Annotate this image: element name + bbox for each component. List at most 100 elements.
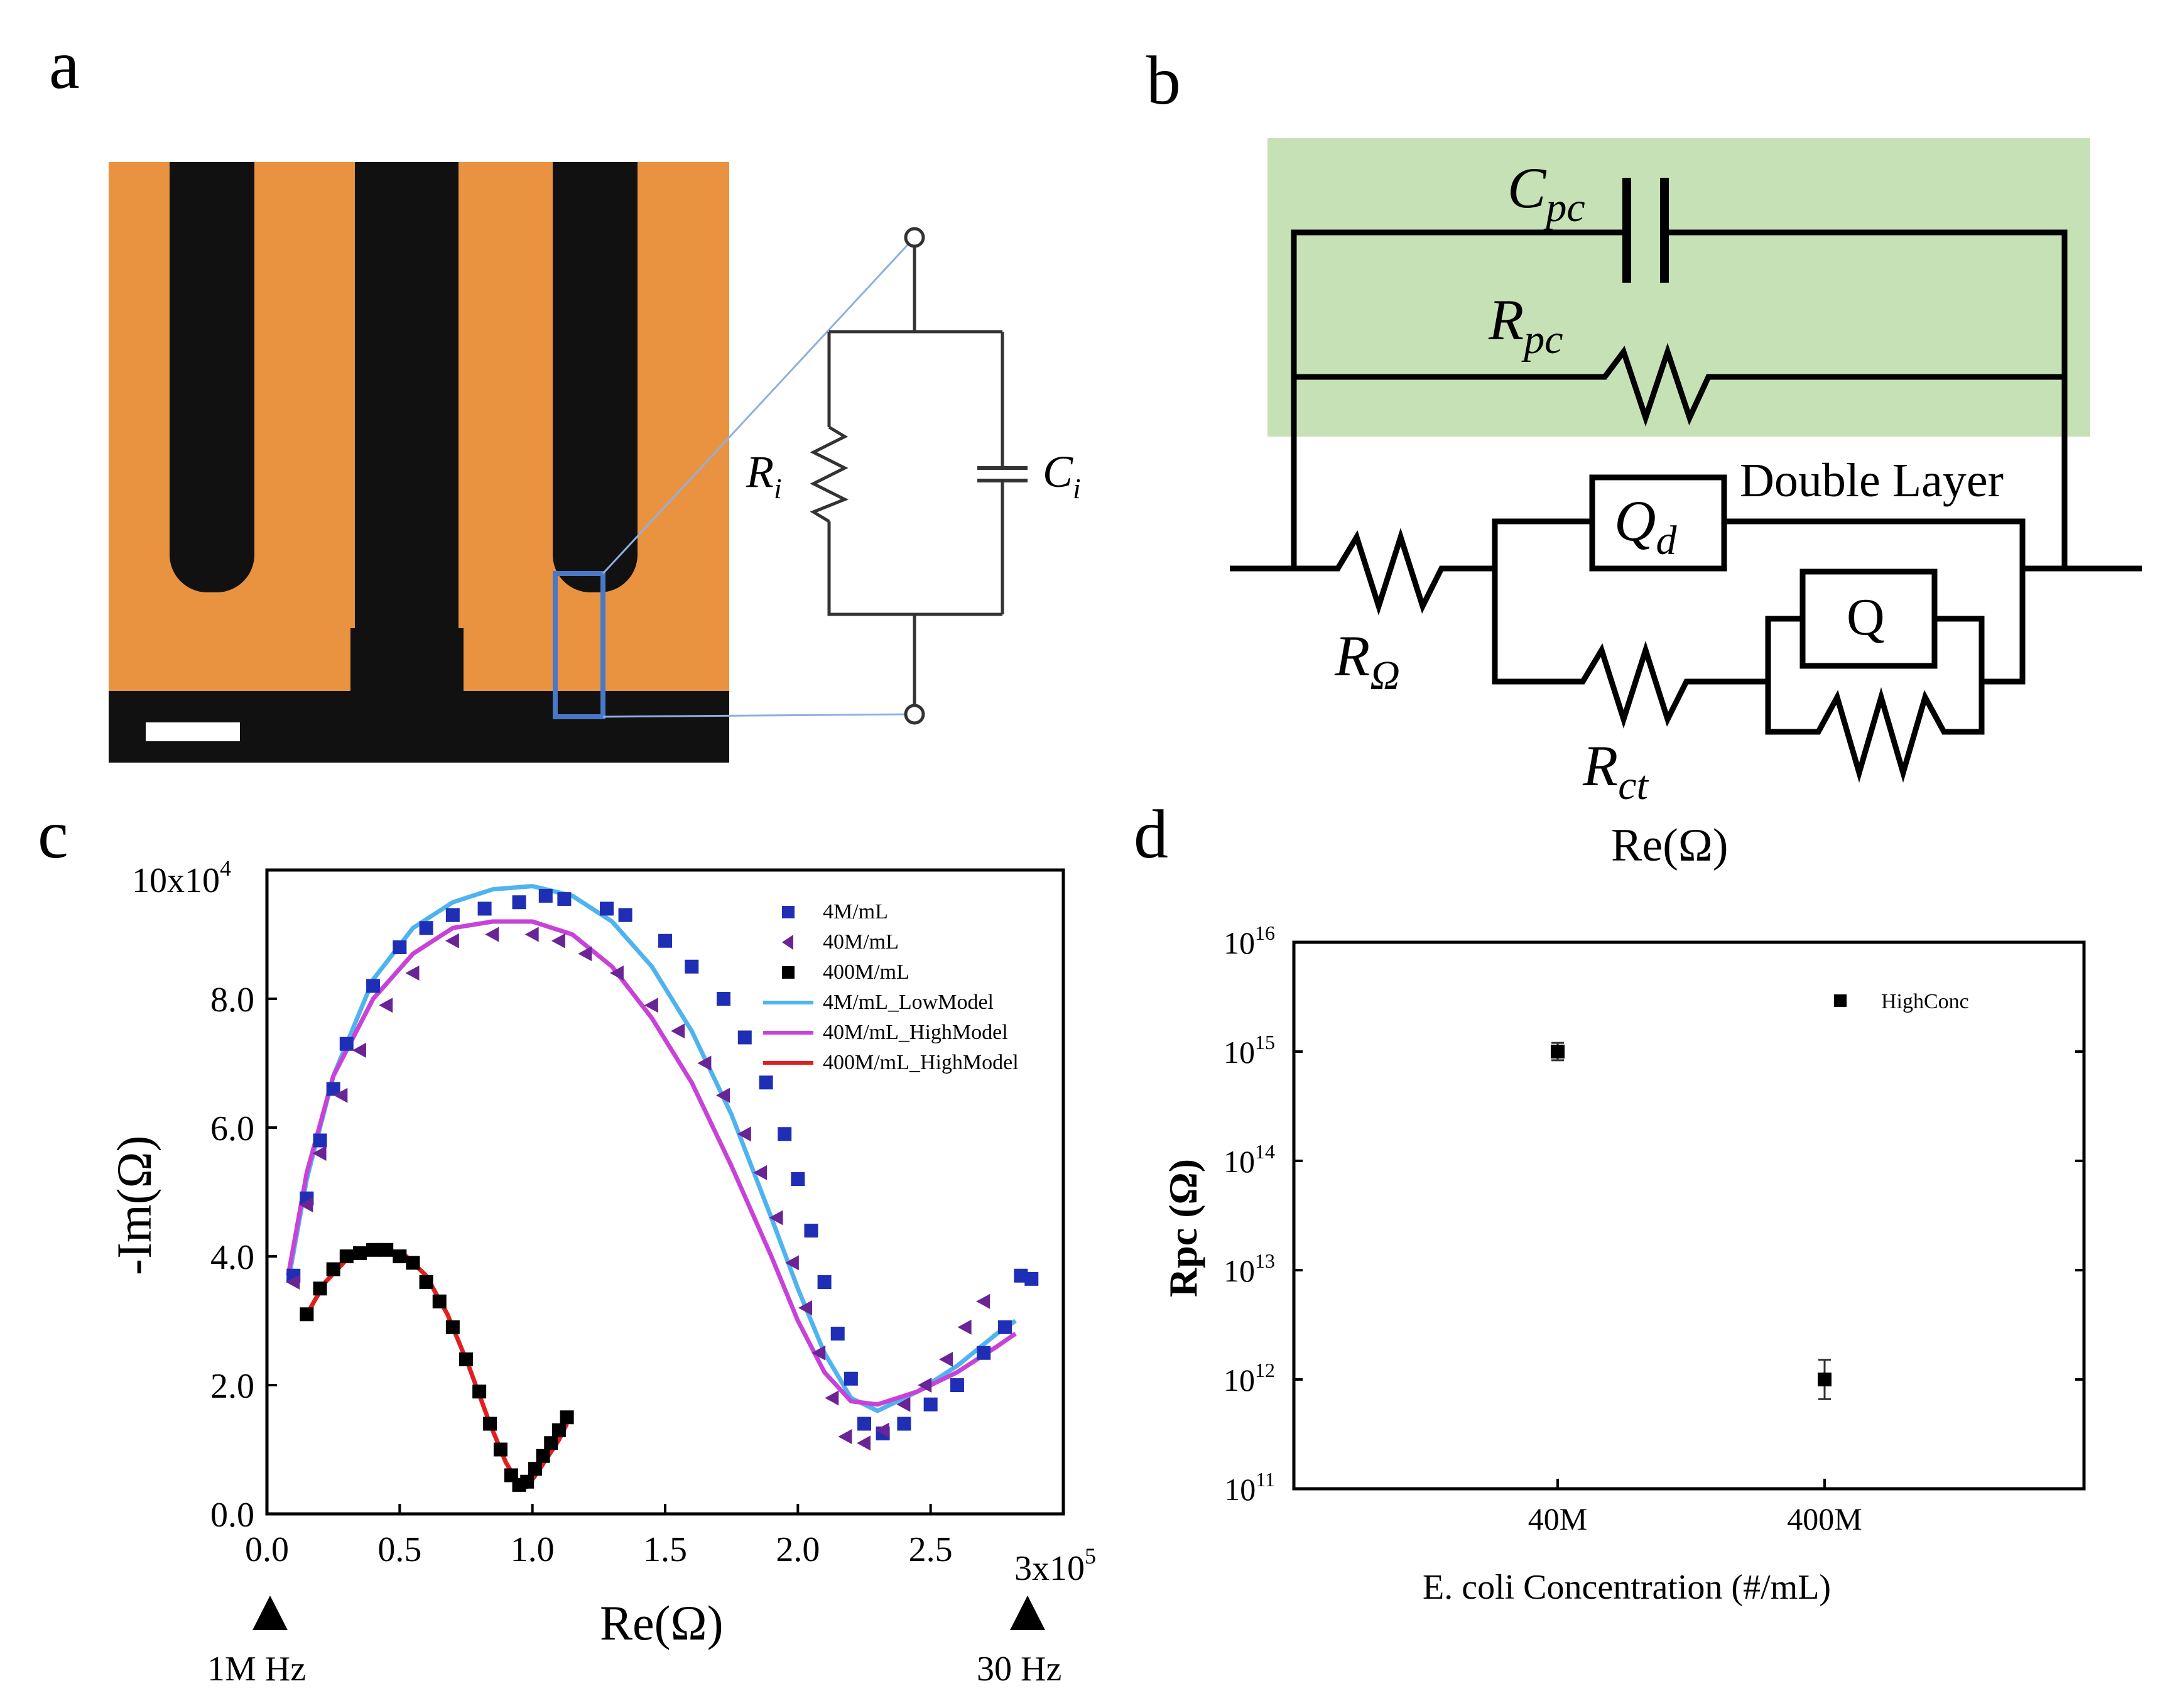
- legend-label: 4M/mL_LowModel: [823, 991, 994, 1014]
- y-tick-label: 1011: [1224, 1468, 1275, 1507]
- y-tick-label: 1012: [1224, 1359, 1275, 1398]
- data-point: [312, 1146, 327, 1161]
- data-point: [544, 1436, 558, 1450]
- legend-label: 40M/mL_HighModel: [823, 1021, 1008, 1044]
- panel-d-letter: d: [1134, 796, 1168, 873]
- freq-marker-low-triangle: [1010, 1596, 1045, 1630]
- label-rpc: Rpc: [1488, 288, 1563, 362]
- data-point: [477, 901, 492, 916]
- scale-bar: [146, 722, 240, 741]
- data-point: [339, 1249, 354, 1263]
- data-point: [753, 1165, 768, 1180]
- legend-label: 40M/mL: [823, 930, 899, 954]
- zoom-box: [553, 571, 605, 719]
- data-point: [600, 901, 614, 916]
- chart-d-frame: [1292, 940, 2086, 1491]
- chart-d-series: [1551, 1042, 1832, 1400]
- data-point: [520, 1474, 535, 1489]
- data-point: [313, 1281, 327, 1296]
- legend-label: 400M/mL_HighModel: [823, 1051, 1019, 1074]
- data-point: [339, 1036, 354, 1051]
- data-point: [923, 1397, 938, 1412]
- legend-label: HighConc: [1881, 990, 1969, 1013]
- data-point: [1818, 1373, 1832, 1386]
- data-point: [493, 1442, 507, 1457]
- data-point: [551, 933, 565, 949]
- panel-a: a Ri Ci: [49, 26, 1081, 763]
- data-point: [432, 1294, 447, 1308]
- data-point: [957, 1319, 972, 1335]
- data-point: [939, 1352, 953, 1367]
- data-point: [419, 921, 433, 935]
- resistor-ri: [810, 425, 849, 523]
- data-point: [998, 1320, 1012, 1334]
- chart-d-xlabel: E. coli Concentration (#/mL): [1423, 1568, 1831, 1607]
- data-point: [618, 908, 632, 922]
- panel-a-letter: a: [49, 26, 80, 103]
- data-point: [950, 1378, 964, 1392]
- data-point: [352, 1043, 366, 1058]
- data-point: [1024, 1271, 1039, 1286]
- panel-b: b Cpc Rpc RΩ Qd Double Layer Rct Q Re(Ω): [1146, 42, 2142, 871]
- freq-marker-low-label: 30 Hz: [977, 1650, 1061, 1689]
- data-point: [536, 1449, 550, 1463]
- data-point: [838, 1429, 852, 1444]
- panel-b-letter: b: [1146, 42, 1181, 119]
- data-point: [299, 1197, 313, 1212]
- chart-d-ticks: 1016 1015 1014 1013 1012 1011 40M 400M: [1224, 922, 2084, 1537]
- label-qd: Qd: [1614, 489, 1677, 563]
- data-point: [857, 1435, 871, 1451]
- data-point: [538, 889, 553, 903]
- y-tick-label: 6.0: [210, 1109, 254, 1148]
- data-point: [830, 1327, 845, 1341]
- data-point: [817, 1275, 832, 1289]
- label-romega: RΩ: [1334, 624, 1400, 699]
- y-tick-label: 1015: [1224, 1031, 1275, 1070]
- data-point: [560, 1410, 574, 1425]
- x-tick-label: 40M: [1528, 1501, 1587, 1537]
- y-tick-label: 8.0: [210, 981, 254, 1020]
- legend-label: 400M/mL: [823, 960, 909, 984]
- data-point: [445, 933, 459, 949]
- chart-c-series: [286, 884, 1039, 1492]
- data-point: [976, 1293, 990, 1309]
- data-point: [896, 1396, 911, 1412]
- data-point: [557, 892, 572, 906]
- data-point: [697, 1055, 712, 1071]
- legend-swatch: [782, 906, 795, 918]
- x-tick-label: 2.0: [776, 1530, 820, 1569]
- x-tick-label: 1.0: [511, 1530, 555, 1569]
- x-tick-label: 400M: [1787, 1501, 1862, 1537]
- y-tick-label: 4.0: [210, 1238, 254, 1277]
- data-point: [393, 1249, 407, 1263]
- x-tick-label: 0.0: [245, 1530, 289, 1569]
- data-point: [472, 1384, 487, 1399]
- data-point: [445, 1320, 460, 1334]
- y-tick-label: 1014: [1224, 1140, 1275, 1179]
- data-point: [445, 908, 460, 922]
- data-point: [300, 1307, 314, 1322]
- data-point: [485, 927, 499, 942]
- element-q: [1799, 568, 1938, 669]
- label-double-layer: Double Layer: [1740, 454, 2004, 507]
- data-point: [844, 1371, 858, 1386]
- data-point: [977, 1346, 991, 1360]
- label-stray-re: Re(Ω): [1611, 820, 1728, 871]
- data-point: [716, 992, 730, 1006]
- data-point: [804, 1224, 818, 1237]
- element-qd: [1589, 474, 1727, 572]
- data-point: [1014, 1268, 1028, 1283]
- x-tick-label: 2.5: [909, 1530, 953, 1569]
- data-point: [393, 940, 407, 954]
- data-point: [405, 966, 420, 981]
- data-point: [326, 1082, 340, 1096]
- freq-marker-high-label: 1M Hz: [207, 1650, 306, 1689]
- chart-c-y-multiplier: 10x104: [132, 856, 231, 900]
- data-point: [798, 1300, 813, 1315]
- chart-d-legend: HighConc: [1834, 990, 1969, 1013]
- label-ci: Ci: [1043, 447, 1081, 504]
- data-point: [769, 1210, 783, 1226]
- y-tick-label: 2.0: [210, 1367, 254, 1406]
- chart-c-ylabel: -Im(Ω): [107, 1135, 161, 1275]
